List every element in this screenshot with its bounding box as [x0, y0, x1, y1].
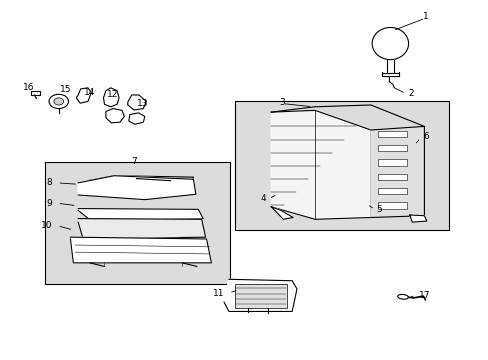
Circle shape [49, 94, 68, 109]
Bar [377, 131, 407, 137]
Text: 7: 7 [130, 157, 136, 166]
Polygon shape [127, 95, 146, 110]
Text: 14: 14 [84, 88, 95, 97]
Circle shape [54, 98, 63, 105]
Text: 4: 4 [260, 194, 266, 203]
Polygon shape [103, 88, 119, 107]
Text: 10: 10 [41, 221, 52, 230]
Bar [234, 284, 287, 308]
Bar [234, 102, 448, 230]
Text: 3: 3 [279, 98, 285, 107]
Polygon shape [88, 176, 193, 195]
Text: 16: 16 [23, 83, 34, 92]
Polygon shape [224, 279, 296, 311]
Text: 2: 2 [408, 89, 414, 98]
Bar [377, 174, 407, 180]
Polygon shape [78, 219, 205, 239]
Text: 6: 6 [423, 132, 428, 141]
Bar [377, 159, 407, 166]
Polygon shape [271, 111, 370, 219]
Bar [377, 188, 407, 194]
Text: 12: 12 [106, 90, 118, 99]
Text: 5: 5 [376, 205, 382, 214]
Text: 13: 13 [136, 99, 148, 108]
Text: 15: 15 [60, 85, 72, 94]
FancyBboxPatch shape [30, 91, 40, 95]
Text: 17: 17 [418, 291, 429, 300]
Ellipse shape [397, 294, 407, 299]
Polygon shape [128, 113, 144, 124]
Polygon shape [409, 215, 426, 222]
Ellipse shape [371, 27, 408, 60]
Text: 9: 9 [46, 199, 52, 208]
Bar [45, 162, 229, 284]
Polygon shape [78, 208, 203, 221]
Polygon shape [106, 109, 124, 123]
Bar [377, 202, 407, 208]
Bar [377, 145, 407, 152]
Polygon shape [271, 207, 292, 219]
Text: 8: 8 [46, 178, 52, 187]
Polygon shape [370, 126, 424, 217]
Polygon shape [76, 88, 91, 103]
Polygon shape [70, 237, 211, 263]
Text: 1: 1 [422, 12, 427, 21]
Polygon shape [78, 176, 196, 200]
Text: 11: 11 [212, 289, 224, 298]
